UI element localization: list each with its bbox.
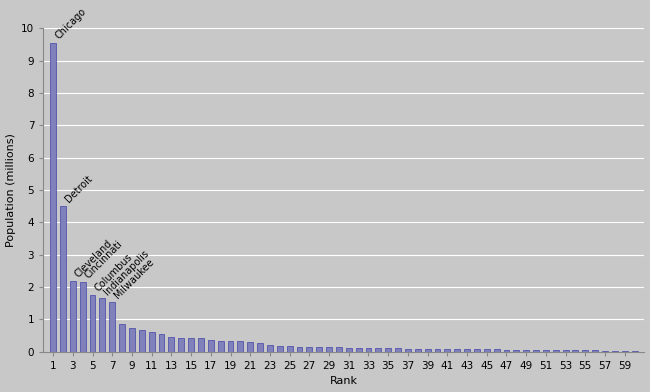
Bar bbox=[454, 349, 460, 352]
Bar bbox=[188, 338, 194, 352]
Bar bbox=[149, 332, 155, 352]
Text: Milwaukee: Milwaukee bbox=[112, 257, 156, 300]
X-axis label: Rank: Rank bbox=[330, 376, 358, 387]
Bar bbox=[504, 350, 510, 352]
Bar bbox=[257, 343, 263, 352]
Bar bbox=[533, 350, 539, 352]
Y-axis label: Population (millions): Population (millions) bbox=[6, 133, 16, 247]
Bar bbox=[168, 337, 174, 352]
Text: Chicago: Chicago bbox=[53, 6, 88, 41]
Bar bbox=[237, 341, 243, 352]
Bar bbox=[445, 349, 450, 352]
Bar bbox=[405, 348, 411, 352]
Bar bbox=[622, 351, 628, 352]
Bar bbox=[612, 351, 618, 352]
Bar bbox=[227, 341, 233, 352]
Bar bbox=[218, 341, 224, 352]
Bar bbox=[474, 349, 480, 352]
Bar bbox=[60, 206, 66, 352]
Bar bbox=[514, 350, 519, 352]
Bar bbox=[119, 324, 125, 352]
Bar bbox=[267, 345, 273, 352]
Text: Cincinnati: Cincinnati bbox=[83, 239, 124, 281]
Bar bbox=[317, 347, 322, 352]
Bar bbox=[523, 350, 529, 352]
Bar bbox=[336, 347, 342, 352]
Bar bbox=[50, 43, 56, 352]
Bar bbox=[632, 351, 638, 352]
Bar bbox=[159, 334, 164, 352]
Bar bbox=[356, 348, 361, 352]
Bar bbox=[277, 346, 283, 352]
Bar bbox=[395, 348, 401, 352]
Bar bbox=[582, 350, 588, 352]
Bar bbox=[247, 342, 254, 352]
Bar bbox=[464, 349, 470, 352]
Bar bbox=[602, 350, 608, 352]
Bar bbox=[365, 348, 371, 352]
Bar bbox=[70, 281, 76, 352]
Bar bbox=[552, 350, 559, 352]
Bar bbox=[434, 349, 441, 352]
Bar bbox=[129, 328, 135, 352]
Text: Columbus: Columbus bbox=[92, 252, 134, 294]
Bar bbox=[424, 349, 430, 352]
Bar bbox=[385, 348, 391, 352]
Bar bbox=[563, 350, 569, 352]
Text: Indianapolis: Indianapolis bbox=[103, 248, 151, 297]
Bar bbox=[296, 347, 302, 352]
Bar bbox=[543, 350, 549, 352]
Bar bbox=[573, 350, 578, 352]
Text: Cleveland: Cleveland bbox=[73, 238, 114, 279]
Bar bbox=[484, 349, 489, 352]
Bar bbox=[346, 348, 352, 352]
Bar bbox=[287, 347, 292, 352]
Bar bbox=[198, 338, 204, 352]
Bar bbox=[109, 302, 115, 352]
Text: Detroit: Detroit bbox=[63, 174, 94, 205]
Bar bbox=[90, 295, 96, 352]
Bar bbox=[178, 338, 184, 352]
Bar bbox=[99, 298, 105, 352]
Bar bbox=[592, 350, 598, 352]
Bar bbox=[208, 340, 214, 352]
Bar bbox=[306, 347, 312, 352]
Bar bbox=[415, 349, 421, 352]
Bar bbox=[376, 348, 382, 352]
Bar bbox=[493, 350, 500, 352]
Bar bbox=[139, 330, 145, 352]
Bar bbox=[326, 347, 332, 352]
Bar bbox=[80, 282, 86, 352]
